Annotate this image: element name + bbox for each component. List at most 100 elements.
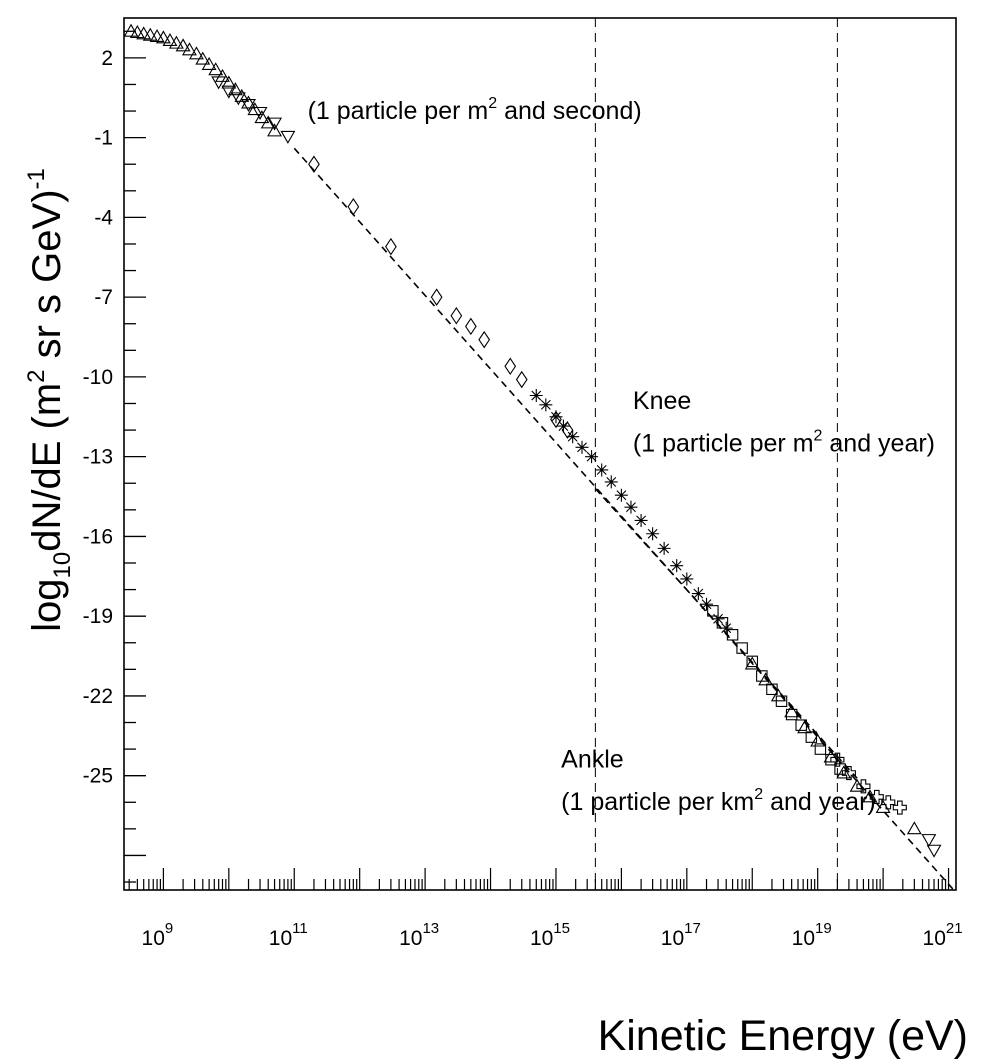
data-point-triangle-down	[267, 117, 283, 131]
data-point-diamond	[515, 370, 528, 389]
data-point-open-square	[746, 655, 759, 668]
y-title-part-1: log	[25, 578, 69, 631]
y-tick-label: -7	[94, 286, 113, 309]
y-tick-label: -16	[83, 525, 113, 548]
x-tick-label: 109	[142, 920, 174, 950]
data-point-star	[614, 488, 628, 502]
series-7-open-cross	[830, 752, 907, 815]
data-point-open-cross	[841, 765, 856, 781]
data-point-open-square	[716, 617, 729, 629]
x-tick-exponent: 19	[815, 920, 832, 937]
annotation-1: (1 particle per m2 and second)	[308, 95, 642, 125]
y-title-part-3: sr s GeV)	[25, 189, 69, 369]
x-tick-exponent: 9	[165, 920, 173, 937]
data-point-diamond	[561, 421, 574, 439]
data-point-star	[624, 500, 638, 514]
data-point-open-cross	[881, 795, 896, 810]
data-point-star	[646, 527, 660, 541]
data-point-diamond	[464, 317, 477, 336]
data-point-triangle-up	[744, 656, 760, 670]
data-point-triangle-up	[810, 733, 826, 747]
data-point-open-cross	[869, 789, 884, 805]
data-point-star	[634, 513, 648, 527]
data-point-star	[604, 475, 618, 489]
series-1-triangle-up	[123, 23, 283, 137]
data-point-star	[680, 572, 694, 586]
data-point-star	[657, 541, 671, 555]
data-point-triangle-down	[241, 98, 256, 113]
data-point-triangle-down	[211, 76, 227, 90]
data-point-triangle-up	[162, 32, 178, 47]
data-point-diamond	[430, 288, 443, 306]
data-point-triangle-up	[254, 110, 270, 124]
data-point-open-square	[726, 629, 739, 641]
data-point-open-cross	[856, 779, 871, 794]
annotation-5: (1 particle per km2 and year)	[561, 786, 876, 816]
data-point-diamond	[347, 197, 360, 216]
series-4-star	[529, 389, 733, 635]
x-tick-exponent: 17	[684, 920, 701, 937]
y-axis-ticks	[124, 30, 146, 883]
y-tick-label: -13	[83, 446, 113, 469]
data-point-diamond	[504, 357, 517, 376]
x-tick-label: 1015	[530, 920, 570, 950]
x-tick-label: 1013	[399, 920, 439, 950]
data-point-triangle-up	[181, 42, 197, 56]
data-point-star	[529, 389, 543, 403]
annotation-2: Knee	[633, 387, 691, 415]
x-tick-label: 1019	[792, 920, 832, 950]
data-point-triangle-up	[188, 46, 204, 60]
data-point-diamond	[450, 306, 463, 325]
data-point-triangle-up	[201, 56, 217, 70]
data-point-star	[539, 398, 553, 412]
y-tick-label: -22	[83, 685, 113, 708]
data-point-triangle-up	[797, 720, 813, 734]
fit-lines	[293, 147, 955, 891]
data-point-open-square	[707, 605, 719, 617]
data-point-triangle-down	[280, 130, 296, 144]
data-point-triangle-up	[155, 30, 171, 44]
data-point-triangle-up	[136, 26, 152, 40]
data-point-triangle-up	[168, 35, 184, 49]
x-tick-label: 1011	[269, 920, 308, 950]
y-tick-label: -10	[83, 366, 113, 389]
x-tick-exponent: 13	[422, 920, 439, 937]
data-point-triangle-down	[230, 92, 246, 106]
data-point-triangle-down	[252, 106, 268, 120]
data-point-triangle-up	[836, 765, 852, 779]
y-tick-labels: 2 -1 -4 -7 -10 -13 -16 -19 -22 -25	[83, 47, 114, 788]
data-point-triangle-up	[123, 23, 139, 37]
data-point-triangle-up	[221, 75, 237, 89]
data-point-triangle-up	[906, 821, 922, 835]
data-point-open-square	[736, 642, 748, 654]
x-axis-title: Kinetic Energy (eV)	[598, 1012, 968, 1060]
data-point-triangle-up	[784, 704, 800, 718]
data-point-triangle-up	[208, 62, 224, 76]
x-axis-ticks	[128, 868, 950, 890]
data-point-open-cross	[830, 752, 845, 767]
data-point-triangle-up	[247, 102, 263, 116]
data-point-star	[700, 597, 714, 611]
data-point-open-square	[814, 743, 827, 755]
x-tick-base: 10	[269, 927, 292, 950]
x-tick-exponent: 21	[946, 920, 963, 937]
data-point-star	[566, 430, 580, 444]
x-tick-base: 10	[530, 927, 553, 950]
x-tick-base: 10	[792, 927, 815, 950]
data-point-star	[585, 450, 599, 464]
x-tick-base: 10	[661, 927, 684, 950]
x-tick-exponent: 15	[553, 920, 570, 937]
annotation-4: Ankle	[561, 746, 624, 774]
y-title-part-2: dN/dE (m	[25, 383, 69, 552]
data-point-star	[575, 440, 589, 454]
data-series	[123, 23, 942, 858]
data-point-triangle-up	[758, 672, 774, 686]
x-tick-base: 10	[142, 927, 165, 950]
x-tick-labels: 109 1011 1013 1015 1017 1019 1021	[142, 920, 963, 950]
reference-lines	[594, 18, 838, 890]
data-point-triangle-up	[862, 789, 878, 803]
data-point-triangle-up	[234, 88, 250, 102]
plot-frame	[123, 17, 957, 891]
data-point-triangle-up	[260, 115, 276, 129]
